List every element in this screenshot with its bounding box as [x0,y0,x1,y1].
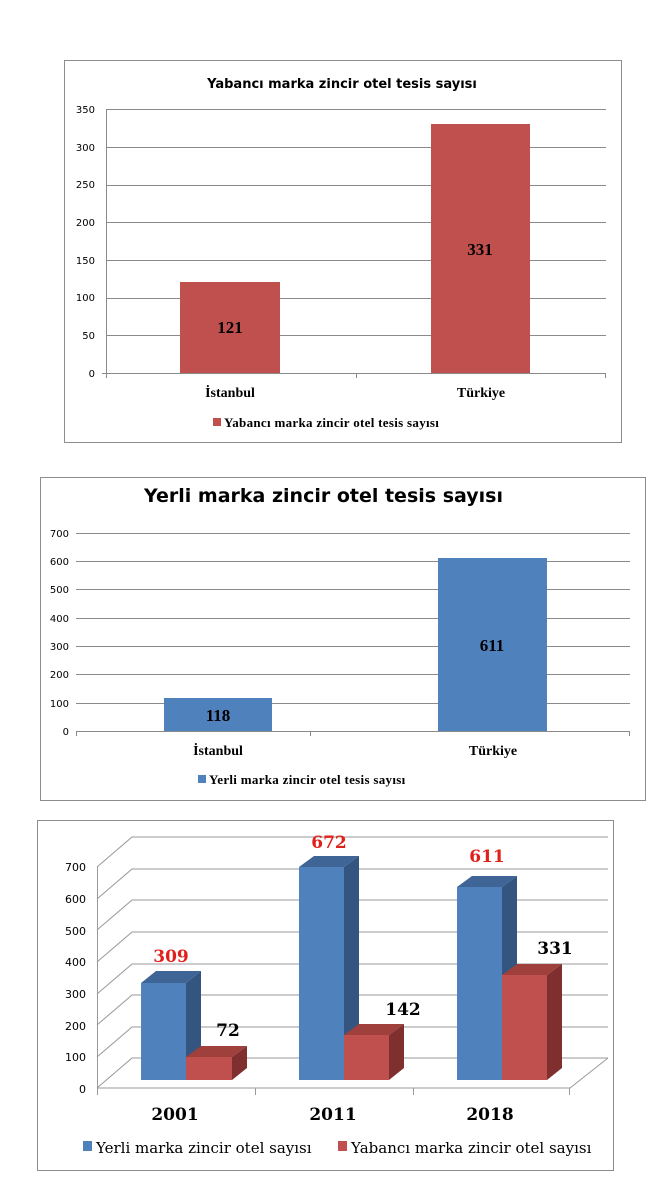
bar-group-2018 [457,876,562,1080]
chart-title: Yabancı marka zincir otel tesis sayısı [206,77,477,92]
axes [97,867,570,1095]
bar-yabanci-2011 [344,1035,389,1080]
data-label-yabanci: 72 [216,1021,240,1041]
y-tick: 150 [76,256,95,267]
y-axis-ticks: 0 100 200 300 400 500 600 700 [65,861,86,1096]
y-tick: 600 [65,893,86,906]
y-tick: 350 [76,105,95,116]
legend-label: Yabancı marka zincir otel tesis sayısı [224,415,439,430]
bars [164,558,547,731]
y-tick: 400 [50,614,69,625]
bar-turkiye [431,124,530,373]
x-category: 2018 [466,1105,513,1125]
bar-yabanci-2001-top [186,1046,247,1057]
y-tick: 100 [76,293,95,304]
y-tick: 0 [79,1083,86,1096]
data-label-yabanci: 142 [385,1000,421,1020]
y-tick: 100 [65,1051,86,1064]
y-axis-ticks: 0 100 200 300 400 500 600 700 [50,529,69,738]
y-tick: 100 [50,699,69,710]
data-label: 611 [480,636,505,655]
bar-yerli-2011-top [299,856,359,867]
bar-yerli-2011-side [344,856,359,1080]
legend-label: Yabancı marka zincir otel sayısı [350,1139,592,1157]
bars [180,124,530,373]
legend-swatch [213,418,221,426]
bar-yabanci-2011-top [344,1024,404,1035]
bar-yabanci-2018-side [547,964,562,1080]
y-tick: 300 [65,988,86,1001]
data-labels: 309 672 611 72 142 331 [153,833,573,1041]
legend: Yerli marka zincir otel sayısı Yabancı m… [83,1139,592,1157]
bar-istanbul [164,698,272,731]
data-label: 118 [206,706,231,725]
bar-group-2011 [299,856,404,1080]
x-category: İstanbul [193,742,243,759]
y-tick: 500 [65,925,86,938]
y-tick: 700 [50,529,69,540]
gridlines [96,836,609,1089]
x-category: 2011 [309,1105,356,1125]
bar-yabanci-2018 [502,975,547,1080]
bar-group-2001 [141,971,247,1080]
y-tick: 400 [65,956,86,969]
bar-yabanci-2011-side [389,1024,404,1080]
data-label-yabanci: 331 [537,939,573,959]
data-label-yerli: 309 [153,947,189,967]
y-tick: 0 [89,369,95,380]
bar-yerli-2001 [141,983,186,1080]
y-tick: 200 [50,670,69,681]
bar-yerli-2018 [457,887,502,1080]
y-tick: 0 [63,727,69,738]
legend: Yerli marka zincir otel tesis sayısı [198,772,406,787]
y-tick: 600 [50,557,69,568]
bar-istanbul [180,282,280,373]
axes [102,109,606,378]
bar-yabanci-2001-side [232,1046,247,1080]
data-label-yerli: 672 [311,833,347,853]
y-tick: 50 [82,331,95,342]
x-category: İstanbul [205,384,255,401]
bar-yerli-2018-top [457,876,517,887]
y-tick: 250 [76,180,95,191]
legend-swatch [338,1141,347,1151]
legend-swatch [83,1141,92,1151]
y-tick: 300 [76,143,95,154]
legend: Yabancı marka zincir otel tesis sayısı [213,415,439,430]
bar-turkiye [438,558,547,731]
bar-yabanci-2018-top [502,964,562,975]
data-label-yerli: 611 [469,847,505,867]
y-tick: 700 [65,861,86,874]
y-tick: 300 [50,642,69,653]
legend-label: Yerli marka zincir otel tesis sayısı [209,772,406,787]
chart-title: Yerli marka zincir otel tesis sayısı [143,485,503,507]
bar-yerli-2001-top [141,971,201,983]
y-tick: 200 [76,218,95,229]
bar-yerli-2011 [299,867,344,1080]
data-label: 331 [467,240,493,259]
bar-yabanci-2001 [186,1057,232,1080]
y-axis-ticks: 0 50 100 150 200 250 300 350 [76,105,95,380]
x-category: Türkiye [457,386,505,401]
legend-label: Yerli marka zincir otel sayısı [95,1139,312,1157]
y-tick: 500 [50,585,69,596]
x-category: 2001 [151,1105,198,1125]
y-tick: 200 [65,1020,86,1033]
legend-swatch [198,775,206,783]
data-label: 121 [217,318,243,337]
axes [76,731,630,736]
x-category: Türkiye [469,744,517,759]
